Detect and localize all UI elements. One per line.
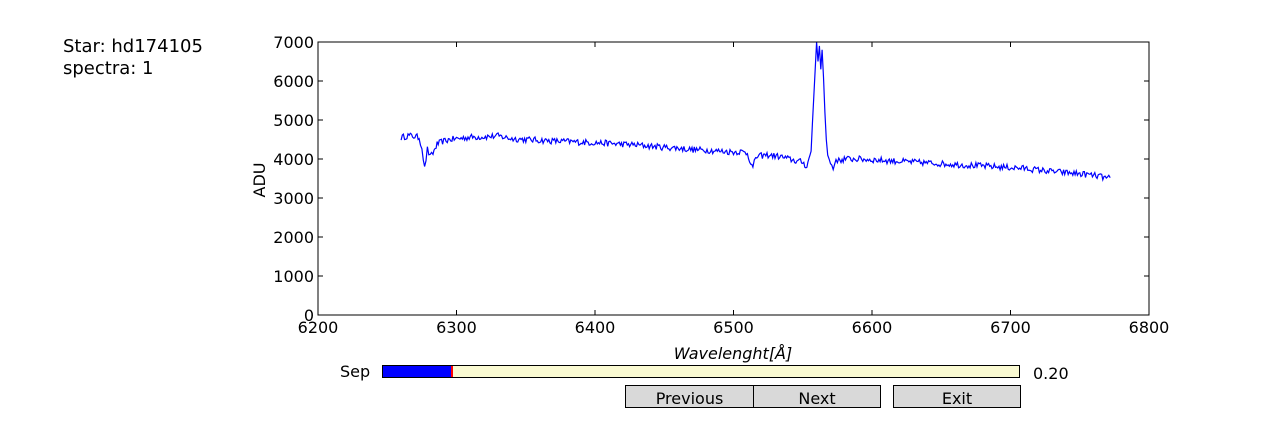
star-info: Star: hd174105 spectra: 1 [63,36,203,80]
y-tick-label: 3000 [273,189,314,208]
spectrum-line [400,41,1111,182]
plot-frame [317,41,1150,316]
y-tick-label: 1000 [273,267,314,286]
y-tick-label: 4000 [273,150,314,169]
exit-button[interactable]: Exit [893,385,1021,408]
x-tick-label: 6700 [990,318,1031,337]
x-tick-label: 6300 [436,318,477,337]
x-tick-label: 6600 [852,318,893,337]
sep-slider-fill [383,366,453,377]
previous-button[interactable]: Previous [625,385,754,408]
x-axis-label: Wavelenght[Å] [674,344,793,363]
y-tick-label: 6000 [273,72,314,91]
y-tick-label: 0 [304,306,314,325]
x-tick-label: 6200 [298,318,339,337]
x-tick-label: 6800 [1129,318,1170,337]
spectra-count-label: spectra: 1 [63,58,154,79]
sep-slider-label: Sep [340,362,371,381]
next-button[interactable]: Next [753,385,881,408]
star-name-label: Star: hd174105 [63,36,203,57]
x-tick-label: 6400 [575,318,616,337]
y-axis-label: ADU [250,163,269,198]
sep-slider-value: 0.20 [1033,364,1069,383]
ticks-layer: 6200 6300 6400 6500 6600 6700 6800 0 1000 2000 300… [273,33,1169,337]
x-tick-label: 6500 [713,318,754,337]
series-layer [400,41,1111,182]
y-tick-label: 5000 [273,111,314,130]
sep-slider[interactable] [382,365,1020,378]
y-tick-label: 7000 [273,33,314,52]
y-tick-label: 2000 [273,228,314,247]
